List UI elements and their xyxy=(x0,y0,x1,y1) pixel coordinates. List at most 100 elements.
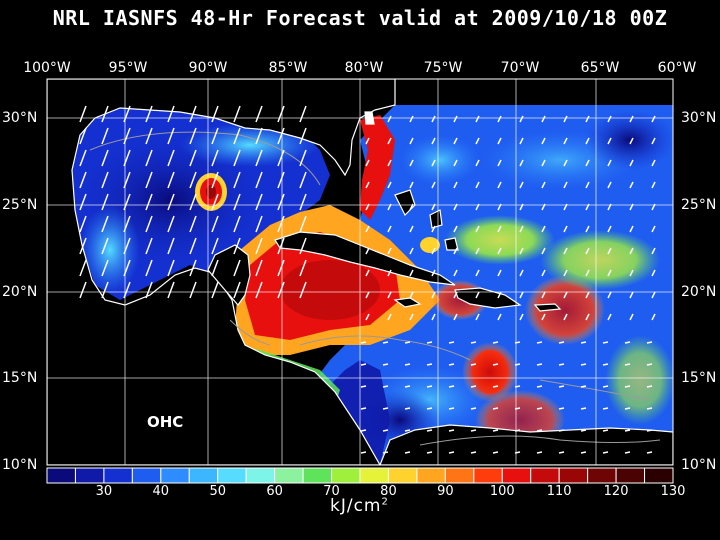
lon-label-65w: 65°W xyxy=(580,60,620,76)
current-vector xyxy=(426,363,433,366)
current-vector xyxy=(299,193,307,211)
lat-label-15n-left: 15°N xyxy=(2,370,38,386)
current-vector xyxy=(629,115,634,123)
current-vector xyxy=(360,341,367,344)
current-vector xyxy=(475,115,480,123)
current-vector xyxy=(277,149,285,167)
current-vector xyxy=(426,451,433,454)
current-vector xyxy=(580,429,587,432)
bahamas-2 xyxy=(429,209,443,229)
current-vector xyxy=(497,247,502,255)
current-vector xyxy=(277,237,285,255)
current-vector xyxy=(189,281,197,299)
current-vector xyxy=(492,341,499,344)
colorbar-swatch xyxy=(644,467,674,484)
current-vector xyxy=(646,407,653,410)
current-vector xyxy=(382,363,389,366)
current-vector xyxy=(360,385,367,388)
current-vector xyxy=(563,159,568,167)
current-vector xyxy=(607,291,612,299)
colorbar-tick-label: 100 xyxy=(489,484,515,499)
current-vector xyxy=(492,407,499,410)
current-vector xyxy=(475,269,480,277)
colorbar-swatch xyxy=(131,467,162,484)
current-vector xyxy=(409,115,414,123)
current-vector xyxy=(426,385,433,388)
current-vector xyxy=(101,171,109,189)
current-vector xyxy=(497,181,502,189)
current-vector xyxy=(602,385,609,388)
current-vector xyxy=(563,291,568,299)
current-vector xyxy=(448,451,455,454)
current-vector xyxy=(431,291,436,299)
current-vector xyxy=(475,313,480,321)
current-vector xyxy=(602,363,609,366)
current-vector xyxy=(602,451,609,454)
units-superscript: 2 xyxy=(381,496,389,508)
current-vector xyxy=(629,247,634,255)
current-vector xyxy=(475,159,480,167)
current-vector xyxy=(79,281,87,299)
current-vector xyxy=(624,429,631,432)
current-vector xyxy=(211,281,219,299)
current-vector xyxy=(585,181,590,189)
current-vector xyxy=(101,105,109,123)
current-vector xyxy=(585,115,590,123)
current-vector xyxy=(431,225,436,233)
current-vector xyxy=(629,269,634,277)
current-vector xyxy=(536,363,543,366)
current-vector xyxy=(365,291,370,299)
current-vector xyxy=(189,105,197,123)
current-vector xyxy=(409,247,414,255)
current-vector xyxy=(607,137,612,145)
current-vector xyxy=(145,127,153,145)
current-vector xyxy=(299,171,307,189)
atl-yellow-spot xyxy=(420,237,440,253)
current-vector xyxy=(79,215,87,233)
lon-label-75w: 75°W xyxy=(423,60,463,76)
current-vector xyxy=(497,137,502,145)
current-vector xyxy=(624,385,631,388)
current-vector xyxy=(585,247,590,255)
current-vector xyxy=(519,181,524,189)
current-vector xyxy=(233,149,241,167)
current-vector xyxy=(607,181,612,189)
atl-patch-6 xyxy=(605,335,673,425)
colorbar-swatch xyxy=(217,467,247,484)
current-vector xyxy=(360,429,367,432)
current-vector xyxy=(585,291,590,299)
current-vector xyxy=(211,215,219,233)
current-vector xyxy=(580,341,587,344)
colorbar-swatch xyxy=(359,467,389,484)
current-vector xyxy=(404,341,411,344)
current-vector xyxy=(519,225,524,233)
current-vector xyxy=(167,193,175,211)
current-vector xyxy=(519,269,524,277)
current-vector xyxy=(101,259,109,277)
current-vector xyxy=(409,269,414,277)
current-vector xyxy=(497,269,502,277)
current-vector xyxy=(255,237,263,255)
current-vector xyxy=(145,149,153,167)
current-vector xyxy=(624,451,631,454)
units-text: kJ/cm xyxy=(330,496,382,516)
current-vector xyxy=(79,193,87,211)
current-vector xyxy=(167,149,175,167)
current-vector xyxy=(563,269,568,277)
current-vector xyxy=(189,171,197,189)
current-vector xyxy=(541,181,546,189)
current-vector xyxy=(453,247,458,255)
current-vector xyxy=(558,363,565,366)
current-vector xyxy=(387,225,392,233)
current-vector xyxy=(382,429,389,432)
colorbar-tick-label: 50 xyxy=(209,484,226,499)
current-vector xyxy=(211,171,219,189)
current-vector xyxy=(387,291,392,299)
current-vector xyxy=(651,225,656,233)
current-vector xyxy=(536,407,543,410)
current-vector xyxy=(629,181,634,189)
current-vector xyxy=(255,193,263,211)
current-vector xyxy=(101,215,109,233)
current-vector xyxy=(426,407,433,410)
